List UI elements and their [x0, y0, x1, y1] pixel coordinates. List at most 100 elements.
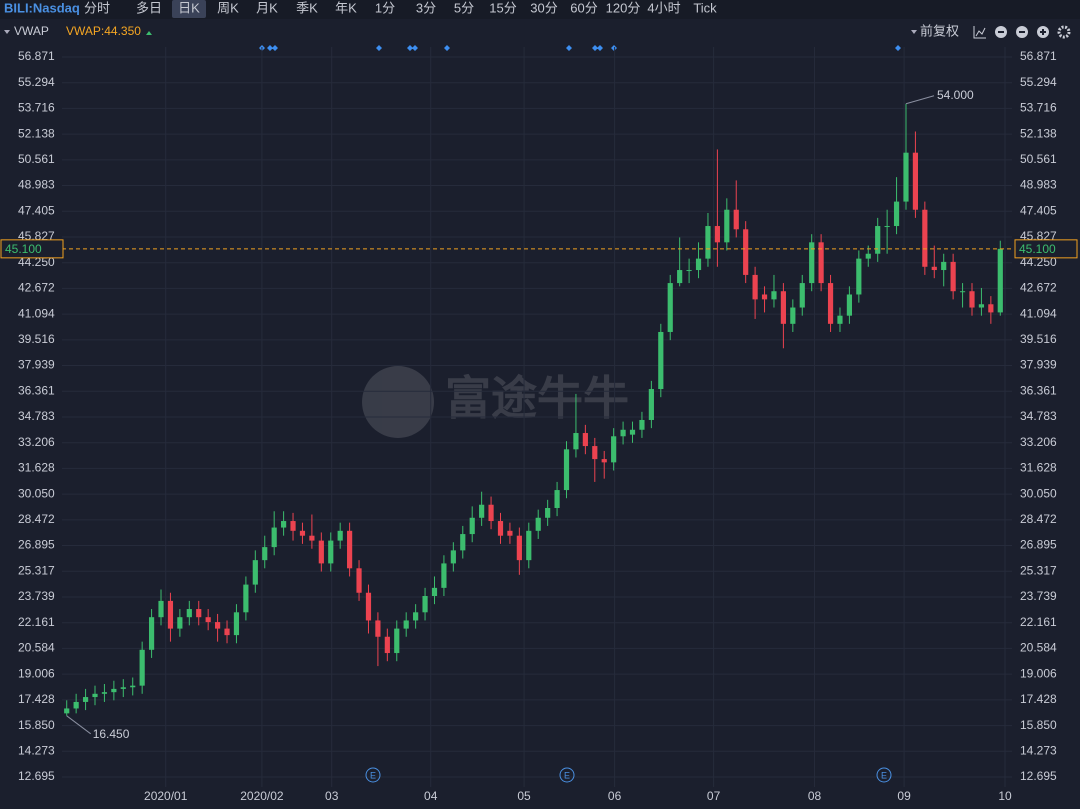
candle-body: [403, 620, 409, 629]
candle-body: [563, 449, 570, 491]
candle-body: [837, 315, 843, 324]
tab[interactable]: 60分: [570, 0, 597, 15]
candle-body: [111, 688, 117, 693]
candle-body: [545, 507, 551, 518]
tab[interactable]: 4小时: [647, 0, 680, 15]
y-tick-label: 23.739: [1020, 589, 1057, 603]
x-tick-label: 09: [897, 789, 911, 803]
event-badge[interactable]: [365, 767, 381, 783]
candle-body: [365, 592, 372, 621]
y-tick-label: 50.561: [18, 152, 55, 166]
tab[interactable]: 30分: [530, 0, 557, 15]
candle-body: [243, 584, 249, 613]
candle-body: [554, 490, 560, 508]
event-label: E: [564, 770, 570, 780]
candle-body: [771, 291, 777, 300]
tab[interactable]: 日K: [178, 0, 200, 15]
tab[interactable]: 年K: [335, 0, 357, 15]
watermark: 富途牛牛: [445, 372, 629, 424]
candle-body: [988, 304, 994, 313]
candle-body: [318, 540, 324, 564]
candle-body: [479, 504, 485, 518]
y-tick-label: 26.895: [18, 538, 55, 552]
candle-body: [281, 521, 287, 528]
y-tick-label: 37.939: [1020, 358, 1057, 372]
candle-body: [526, 530, 532, 561]
candle-body: [997, 248, 1003, 313]
candle-body: [384, 636, 390, 654]
candle-body: [780, 291, 786, 324]
active-tab-bg: [172, 0, 206, 18]
grid: [62, 47, 1012, 787]
icon[interactable]: [973, 26, 986, 39]
indicator[interactable]: VWAP: [14, 24, 49, 38]
adjust[interactable]: 前复权: [920, 23, 959, 38]
caret: [146, 31, 152, 35]
y-tick-label: 20.584: [18, 641, 55, 655]
candle-body: [337, 530, 343, 541]
y-tick-label: 28.472: [18, 512, 55, 526]
candle-body: [582, 433, 588, 447]
candle-body: [431, 587, 438, 597]
tab[interactable]: 多日: [136, 0, 162, 15]
candle-body: [347, 530, 353, 569]
candle-body: [450, 550, 456, 564]
candle-body: [441, 563, 447, 588]
x-tick-label: 2020/02: [240, 789, 284, 803]
tab[interactable]: 15分: [489, 0, 516, 15]
y-tick-label: 42.672: [1020, 281, 1057, 295]
tab[interactable]: 1分: [375, 0, 395, 15]
candle-body: [912, 152, 919, 210]
candle-body: [469, 517, 475, 535]
y-tick-label: 31.628: [18, 461, 55, 475]
event-badge[interactable]: [559, 767, 575, 783]
y-tick-label: 19.006: [1020, 666, 1057, 680]
candle-body: [488, 504, 494, 522]
x-tick-label: 03: [325, 789, 339, 803]
candle-body: [167, 600, 174, 629]
toolbar-icons[interactable]: [973, 25, 1071, 39]
tab[interactable]: 季K: [296, 0, 318, 15]
candle-body: [893, 201, 900, 227]
y-tick-label: 47.405: [18, 203, 55, 217]
y-tick-label: 22.161: [1020, 615, 1057, 629]
candle-body: [695, 258, 702, 271]
caret: [4, 30, 10, 34]
symbol[interactable]: BILI:Nasdaq: [4, 0, 80, 15]
tab[interactable]: 5分: [454, 0, 474, 15]
candle-body: [120, 687, 126, 689]
price-box: [1014, 239, 1078, 259]
y-tick-label: 52.138: [18, 126, 55, 140]
candle-body: [375, 620, 381, 637]
y-tick-label: 41.094: [18, 306, 55, 320]
icon: [1040, 29, 1046, 35]
candle-body: [724, 209, 730, 243]
y-tick-label: 34.783: [18, 409, 55, 423]
y-tick-label: 17.428: [18, 692, 55, 706]
price-label: 45.100: [1019, 242, 1056, 256]
candle-body: [743, 229, 749, 275]
tab[interactable]: 120分: [606, 0, 641, 15]
icon: [1019, 31, 1025, 33]
event-badge[interactable]: [876, 767, 892, 783]
tab[interactable]: 3分: [416, 0, 436, 15]
icon[interactable]: [1057, 25, 1071, 39]
indicator-value: VWAP:44.350: [66, 24, 141, 38]
tab[interactable]: 分时: [84, 0, 110, 15]
candle-body: [761, 294, 768, 300]
tab[interactable]: 周K: [217, 0, 239, 15]
candle-body: [677, 270, 683, 284]
candle-body: [573, 433, 579, 450]
x-tick-label: 05: [517, 789, 531, 803]
candle-body: [497, 521, 504, 536]
tab[interactable]: Tick: [693, 0, 717, 15]
candle-body: [394, 628, 400, 654]
candle-body: [799, 283, 805, 308]
candle-body: [130, 685, 136, 688]
candle-body: [714, 226, 720, 243]
y-tick-label: 31.628: [1020, 461, 1057, 475]
candle-body: [658, 331, 664, 390]
tab[interactable]: 月K: [256, 0, 278, 15]
candle-body: [601, 459, 607, 463]
